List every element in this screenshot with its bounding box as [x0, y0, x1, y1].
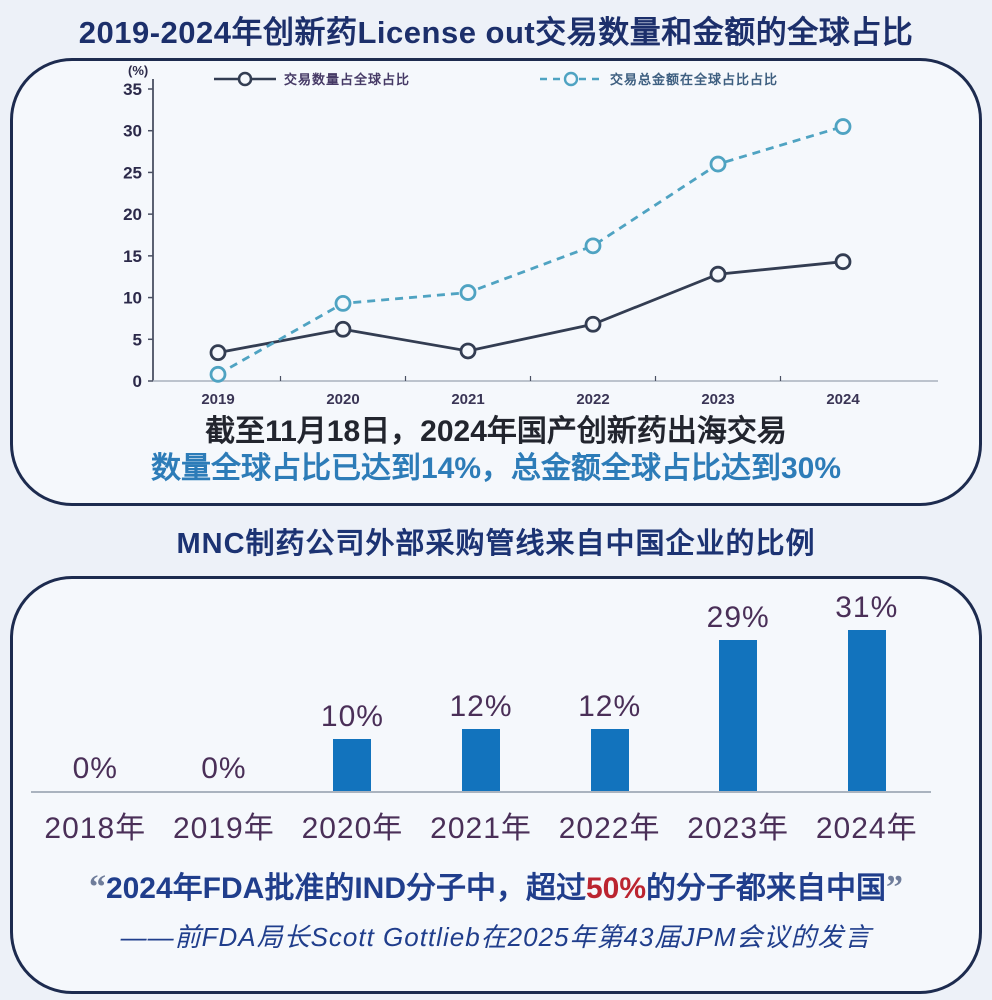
bar-value-label: 0%	[72, 752, 118, 785]
x-tick-label: 2021	[451, 391, 484, 408]
bottom-chart-title: MNC制药公司外部采购管线来自中国企业的比例	[176, 528, 816, 560]
line-chart-legend: 交易数量占全球占比 交易总金额在全球占比占比	[13, 69, 979, 88]
bar-column: 29%	[674, 601, 803, 791]
data-point-marker	[709, 265, 727, 283]
bar-value-label: 10%	[320, 700, 384, 733]
data-point-marker	[334, 320, 352, 338]
bar	[719, 640, 758, 791]
series-line-0	[217, 260, 844, 355]
x-tick-label: 2024	[826, 391, 860, 408]
chart-caption-line2: 数量全球占比已达到14%，总金额全球占比达到30%	[150, 452, 842, 485]
data-point-marker	[209, 344, 227, 362]
open-quote-mark: “	[88, 869, 106, 906]
x-tick-label: 2020	[326, 391, 359, 408]
y-tick-label: 30	[123, 122, 142, 141]
quote-part1: 2024年FDA批准的IND分子中，超过	[105, 872, 586, 905]
bar-column: 10%	[288, 700, 417, 791]
bar-chart: 0% 0% 10% 12% 12% 29% 31% 2018年 2019年 2020年 2021年…	[13, 579, 979, 847]
quote-part2: 的分子都来自中国	[646, 872, 887, 905]
data-point-marker	[584, 237, 602, 255]
bar-column: 0%	[160, 752, 289, 791]
data-point-marker	[709, 155, 727, 173]
bar-year-label: 2021年	[430, 812, 532, 845]
data-point-marker	[459, 342, 477, 360]
quote-attribution: ——前FDA局长Scott Gottlieb在2025年第43届JPM会议的发言	[120, 922, 872, 952]
bar-column: 31%	[802, 591, 931, 791]
bar-value-label: 12%	[449, 689, 513, 723]
bar-chart-panel: 0% 0% 10% 12% 12% 29% 31% 2018年 2019年 2020年 2021年…	[10, 576, 982, 994]
bar-year-label: 2023年	[687, 812, 790, 845]
line-chart-panel: 交易数量占全球占比 交易总金额在全球占比占比 0 5 10 15 20 25 30 35 201…	[10, 58, 982, 506]
legend-item-count: 交易数量占全球占比	[213, 69, 410, 88]
y-tick-label: 25	[123, 163, 142, 182]
quote-highlight: 50%	[586, 872, 647, 905]
x-tick-label: 2022	[576, 391, 609, 408]
bar-value-label: 29%	[706, 601, 770, 635]
bar	[333, 739, 372, 791]
y-tick-label: 0	[133, 372, 142, 391]
top-chart-title: 2019-2024年创新药License out交易数量和金额的全球占比	[78, 15, 914, 50]
bar-year-label: 2018年	[44, 812, 147, 845]
data-point-marker	[334, 295, 352, 312]
bar	[847, 629, 886, 791]
quote-line: “2024年FDA批准的IND分子中，超过50%的分子都来自中国”	[13, 863, 979, 907]
bar-column: 0%	[31, 752, 160, 791]
bar-column: 12%	[545, 690, 674, 791]
dashed-line-marker-icon	[540, 71, 602, 86]
chart-caption-line1: 截至11月18日，2024年国产创新药出海交易	[205, 415, 787, 448]
bar-value-label: 31%	[835, 590, 899, 624]
legend-label-amount: 交易总金额在全球占比占比	[610, 72, 779, 87]
close-quote-mark: ”	[886, 869, 904, 906]
y-tick-label: 10	[123, 289, 142, 308]
x-tick-label: 2023	[701, 391, 734, 408]
solid-line-marker-icon	[213, 71, 276, 86]
bar-year-label: 2019年	[172, 812, 275, 845]
data-point-marker	[209, 365, 227, 383]
data-point-marker	[459, 284, 477, 301]
y-tick-label: 5	[133, 330, 142, 349]
y-axis-unit-label: (%)	[128, 63, 148, 78]
series-line-1	[217, 125, 844, 376]
data-point-marker	[834, 118, 852, 135]
y-tick-label: 20	[123, 205, 142, 224]
data-point-marker	[584, 315, 602, 333]
bar-year-label: 2022年	[558, 812, 661, 845]
x-tick-label: 2019	[201, 391, 234, 408]
line-chart: 交易数量占全球占比 交易总金额在全球占比占比 0 5 10 15 20 25 30 35 201…	[13, 61, 979, 411]
bar	[590, 728, 629, 791]
bar-value-label: 12%	[578, 689, 642, 723]
bar-value-label: 0%	[201, 752, 247, 785]
bar-year-label: 2024年	[815, 812, 918, 845]
y-tick-label: 35	[123, 80, 142, 99]
bar-year-label: 2020年	[301, 812, 404, 845]
bar	[462, 728, 501, 791]
bar-columns: 0% 0% 10% 12% 12% 29% 31%	[31, 579, 931, 793]
y-tick-label: 15	[123, 247, 142, 266]
bar-year-labels: 2018年 2019年 2020年 2021年 2022年 2023年 2024年	[31, 793, 931, 847]
bar-column: 12%	[417, 690, 546, 791]
legend-label-count: 交易数量占全球占比	[283, 72, 410, 87]
legend-item-amount: 交易总金额在全球占比占比	[540, 69, 778, 88]
data-point-marker	[834, 253, 852, 271]
line-chart-svg: 0 5 10 15 20 25 30 35 2019 2020 2021 2022 2023 2024 (%…	[123, 63, 938, 408]
